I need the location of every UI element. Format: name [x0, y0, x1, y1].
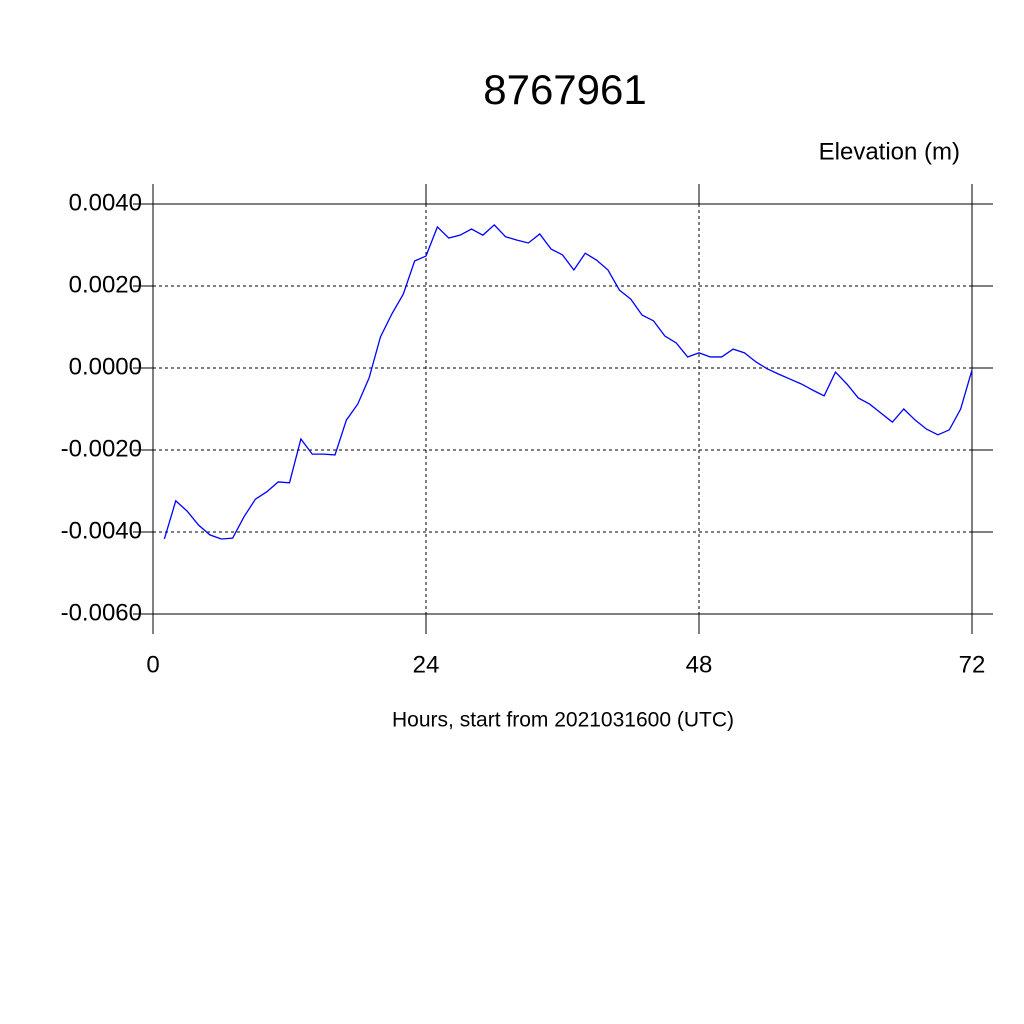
y-tick-label: -0.0040 — [61, 517, 142, 544]
x-axis-label: Hours, start from 2021031600 (UTC) — [392, 709, 734, 732]
x-tick-label: 0 — [146, 651, 159, 678]
y-tick-label: 0.0020 — [69, 271, 142, 298]
y-axis-label: Elevation (m) — [819, 138, 960, 165]
y-tick-label: -0.0060 — [61, 599, 142, 626]
plot-frame — [152, 203, 973, 615]
line-series — [163, 224, 973, 540]
y-tick-label: -0.0020 — [61, 435, 142, 462]
x-tick-label: 48 — [686, 651, 713, 678]
chart-title: 8767961 — [483, 66, 647, 113]
x-tick-label: 72 — [959, 651, 986, 678]
y-tick-label: 0.0040 — [69, 189, 142, 216]
y-tick-label: 0.0000 — [69, 353, 142, 380]
x-tick-label: 24 — [413, 651, 440, 678]
